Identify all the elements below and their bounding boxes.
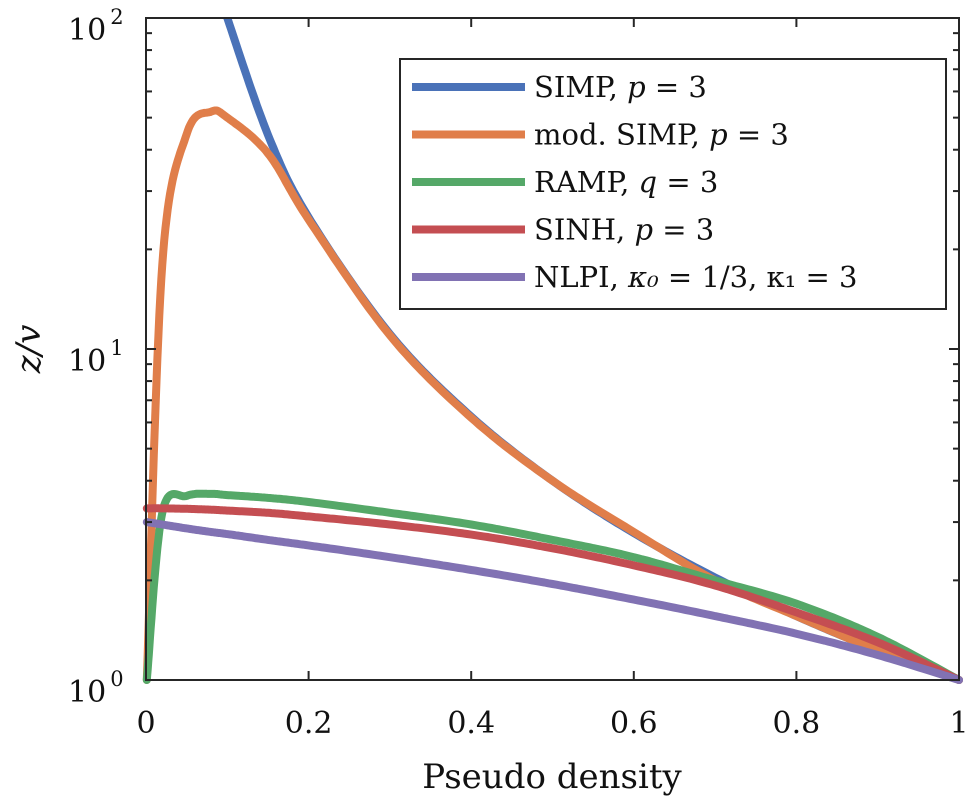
series-line-2 [142, 489, 963, 684]
x-tick-label: 0.2 [285, 706, 333, 741]
legend-label-0: SIMP, p = 3 [534, 70, 707, 104]
series-line-4 [142, 518, 963, 684]
x-axis-title: Pseudo density [422, 757, 682, 797]
y-tick-label: 10 2 [68, 5, 124, 48]
x-tick-label: 1 [949, 706, 965, 741]
x-tick-label: 0.4 [447, 706, 495, 741]
legend: SIMP, p = 3 mod. SIMP, p = 3 RAMP, q = 3 SI… [399, 58, 947, 310]
y-tick-label: 10 0 [68, 667, 124, 710]
series-line-3 [142, 504, 963, 684]
legend-label-1: mod. SIMP, p = 3 [534, 118, 789, 152]
x-tick-label: 0.6 [610, 706, 658, 741]
x-tick-label: 0.8 [773, 706, 821, 741]
legend-label-2: RAMP, q = 3 [534, 165, 718, 199]
y-tick-label: 10 1 [68, 336, 124, 379]
legend-label-4: NLPI, κ₀ = 1/3, κ₁ = 3 [534, 260, 857, 294]
legend-label-3: SINH, p = 3 [534, 213, 714, 247]
curves-layer [142, 18, 963, 684]
y-axis-title: z/v [9, 325, 49, 375]
ticks-layer [145, 17, 960, 681]
x-tick-label: 0 [136, 706, 155, 741]
